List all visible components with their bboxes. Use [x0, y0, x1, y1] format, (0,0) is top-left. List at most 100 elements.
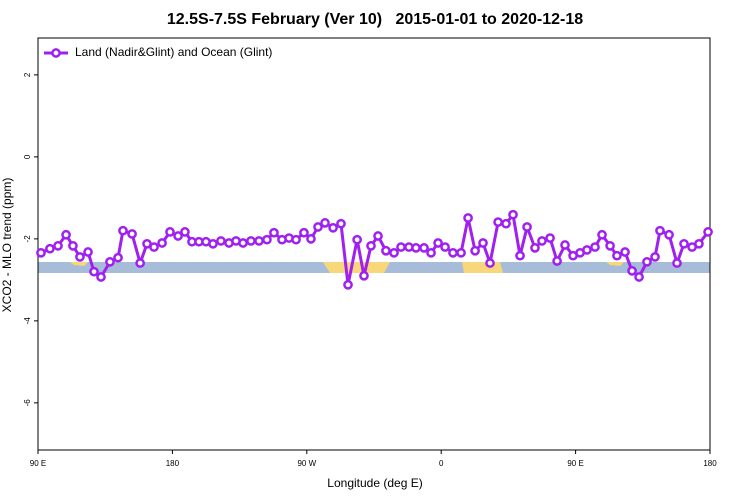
data-point: [694, 238, 704, 249]
data-point: [180, 227, 190, 237]
map-strip: [38, 262, 710, 273]
data-point: [352, 234, 362, 245]
data-point: [634, 272, 644, 282]
data-point: [396, 242, 406, 252]
legend-label: Land (Nadir&Glint) and Ocean (Glint): [75, 45, 272, 59]
data-point: [612, 250, 622, 261]
y-tick-label: 2: [23, 72, 32, 77]
data-point: [650, 252, 660, 262]
data-point: [448, 247, 458, 258]
x-tick-label: 90 W: [297, 459, 316, 468]
data-point: [515, 250, 525, 261]
data-point: [590, 242, 600, 252]
data-point: [359, 270, 369, 281]
data-point: [291, 234, 301, 245]
data-point: [89, 266, 99, 277]
data-point: [642, 256, 652, 267]
data-point: [433, 238, 443, 248]
data-point: [68, 240, 78, 251]
data-point: [135, 258, 145, 268]
data-point: [703, 227, 713, 237]
data-point: [545, 233, 555, 243]
legend-marker: [51, 48, 61, 58]
data-point: [105, 256, 115, 267]
data-point: [582, 245, 592, 255]
y-axis-label: XCO2 - MLO trend (ppm): [0, 178, 14, 313]
data-point: [299, 227, 309, 238]
data-point: [173, 231, 183, 241]
x-tick-label: 180: [166, 459, 180, 468]
y-tick-label: -4: [23, 317, 32, 325]
data-point: [216, 236, 226, 246]
data-point: [373, 231, 383, 241]
data-point: [493, 217, 503, 227]
data-point: [238, 238, 248, 248]
data-point: [246, 236, 256, 246]
data-point: [113, 252, 123, 263]
data-point: [552, 256, 562, 266]
data-point: [485, 258, 495, 268]
data-point: [165, 227, 175, 237]
data-point: [456, 247, 466, 258]
data-point: [157, 238, 167, 248]
data-point: [262, 234, 272, 245]
data-point: [470, 245, 480, 256]
data-point: [53, 240, 63, 251]
y-tick-label: -6: [23, 399, 32, 407]
data-point: [560, 240, 570, 250]
data-point: [61, 229, 71, 240]
data-point: [75, 252, 85, 262]
data-point: [96, 272, 106, 282]
data-point: [83, 247, 93, 257]
data-point: [313, 222, 323, 232]
data-point: [530, 243, 540, 253]
data-point: [419, 243, 429, 253]
data-point: [537, 236, 547, 246]
data-point: [320, 218, 330, 228]
data-point: [254, 236, 264, 246]
data-point: [605, 240, 615, 251]
x-axis-label: Longitude (deg E): [327, 476, 422, 490]
data-point: [389, 247, 399, 258]
data-point: [672, 258, 682, 268]
data-point: [208, 238, 218, 249]
x-tick-label: 90 E: [30, 459, 46, 468]
data-point: [627, 266, 637, 276]
data-point: [679, 238, 689, 249]
data-point: [411, 243, 421, 253]
data-point: [336, 218, 346, 229]
data-point: [664, 229, 674, 240]
data-point: [501, 218, 511, 229]
plot-frame: [37, 37, 711, 451]
x-tick-label: 90 E: [567, 459, 583, 468]
data-point: [343, 279, 353, 290]
data-point: [440, 242, 450, 252]
x-tick-label: 0: [439, 459, 444, 468]
data-point: [655, 225, 665, 236]
land-strip: [323, 262, 390, 273]
data-point: [269, 227, 279, 238]
data-point: [127, 229, 137, 239]
data-point: [149, 242, 159, 252]
data-point: [597, 229, 607, 240]
data-point: [508, 209, 518, 220]
data-point: [478, 238, 488, 248]
land-strip: [606, 262, 624, 266]
data-point: [36, 247, 46, 258]
data-point: [381, 245, 391, 256]
land-strip: [462, 262, 503, 273]
data-point: [306, 234, 316, 244]
y-tick-label: -2: [23, 235, 32, 243]
data-point: [118, 225, 128, 236]
data-point: [45, 243, 55, 254]
y-tick-label: 0: [23, 154, 32, 159]
x-tick-label: 180: [703, 459, 717, 468]
data-point: [463, 213, 473, 223]
data-point: [620, 247, 630, 257]
data-point: [522, 222, 532, 232]
data-point: [366, 240, 376, 251]
data-point: [328, 222, 338, 233]
chart-title: 12.5S-7.5S February (Ver 10) 2015-01-01 …: [167, 11, 583, 28]
data-point: [426, 247, 436, 258]
